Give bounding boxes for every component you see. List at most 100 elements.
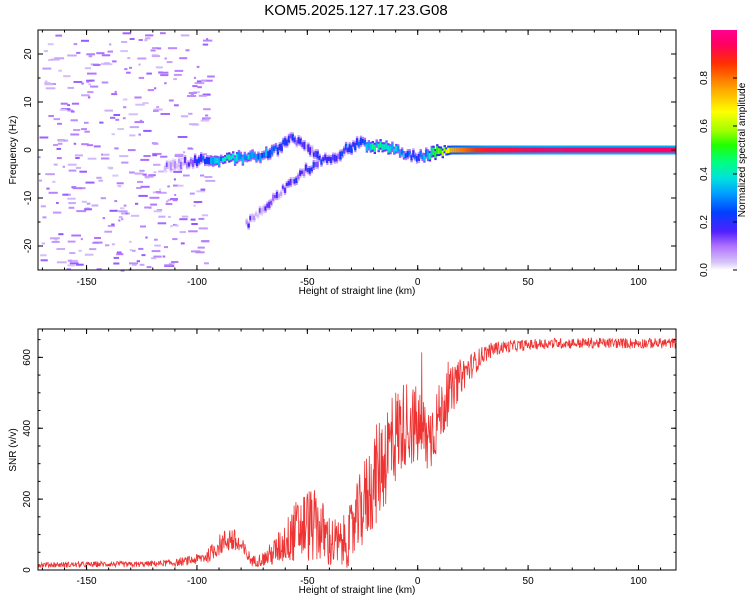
noise-cell	[200, 188, 206, 191]
noise-cell	[140, 185, 150, 188]
noise-cell	[129, 134, 136, 137]
noise-cell	[87, 91, 94, 94]
ridge-cell	[574, 147, 577, 153]
noise-cell	[110, 116, 116, 119]
noise-cell	[160, 113, 171, 115]
noise-cell	[138, 63, 141, 66]
ridge-cell	[330, 157, 333, 163]
ridge-cell	[590, 147, 593, 153]
ridge-cell	[322, 157, 325, 162]
ridge-cell	[480, 147, 483, 153]
ridge-cell	[276, 147, 280, 155]
ridge-cell	[189, 158, 193, 165]
noise-cell	[170, 225, 173, 228]
noise-cell	[137, 180, 143, 183]
secondary-branch-cell	[270, 200, 273, 205]
noise-cell	[53, 144, 58, 146]
noise-cell	[188, 230, 198, 233]
noise-cell	[145, 176, 150, 179]
ridge-cell	[552, 147, 555, 153]
noise-cell	[67, 240, 76, 243]
ridge-cell	[474, 147, 477, 153]
noise-cell	[132, 263, 137, 266]
x-tick-label: -50	[300, 277, 315, 288]
ridge-cell	[568, 147, 571, 153]
ridge-cell	[367, 142, 371, 149]
noise-cell	[85, 181, 95, 184]
noise-cell	[167, 47, 178, 50]
ridge-cell	[389, 146, 392, 153]
noise-cell	[100, 62, 106, 65]
ridge-cell	[566, 147, 569, 153]
noise-cell	[152, 191, 157, 194]
noise-cell	[168, 215, 171, 218]
noise-cell	[146, 266, 152, 269]
ridge-cell	[439, 148, 443, 154]
noise-cell	[123, 106, 127, 109]
ridge-cell	[516, 147, 519, 153]
ridge-cell	[586, 147, 589, 153]
noise-cell	[56, 147, 62, 150]
ridge-cell	[381, 144, 384, 151]
noise-cell	[120, 207, 125, 210]
noise-cell	[129, 262, 138, 265]
noise-cell	[140, 158, 150, 161]
ridge-cell	[530, 147, 533, 153]
noise-cell	[142, 102, 149, 105]
secondary-branch-cell	[312, 161, 315, 169]
ridge-cell	[510, 147, 513, 153]
noise-cell	[86, 144, 94, 147]
noise-cell	[158, 215, 166, 218]
noise-cell	[121, 218, 124, 221]
noise-cell	[113, 114, 121, 116]
noise-cell	[69, 262, 79, 265]
noise-cell	[74, 154, 83, 157]
ridge-cell	[618, 147, 621, 153]
noise-cell	[205, 179, 216, 182]
secondary-branch-cell	[256, 213, 260, 218]
noise-cell	[42, 216, 47, 219]
ridge-cell	[458, 147, 461, 153]
noise-cell	[112, 60, 117, 63]
ridge-cell	[269, 149, 272, 158]
noise-cell	[183, 174, 190, 177]
ridge-cell	[371, 143, 374, 150]
noise-cell	[171, 261, 179, 263]
noise-cell	[129, 171, 135, 174]
ridge-cell	[576, 147, 579, 153]
ridge-cell	[239, 153, 243, 160]
ridge-cell	[318, 155, 321, 160]
ridge-cell	[173, 161, 177, 169]
noise-cell	[173, 73, 182, 76]
noise-cell	[152, 152, 162, 155]
ridge-cell	[320, 159, 323, 165]
noise-cell	[84, 121, 89, 124]
noise-cell	[164, 57, 167, 60]
y-tick-label: -20	[23, 238, 34, 253]
noise-cell	[105, 244, 110, 247]
noise-cell	[124, 68, 128, 71]
secondary-branch-cell	[251, 214, 254, 221]
noise-cell	[116, 182, 124, 185]
ridge-cell	[379, 141, 382, 148]
secondary-branch-cell	[283, 187, 287, 193]
ridge-cell	[387, 145, 390, 153]
noise-cell	[172, 238, 178, 241]
noise-cell	[156, 106, 160, 108]
noise-cell	[71, 102, 80, 105]
noise-cell	[136, 260, 140, 263]
ridge-cell	[274, 144, 278, 149]
noise-cell	[99, 121, 104, 124]
noise-cell	[52, 211, 62, 214]
ridge-cell	[478, 147, 481, 153]
ridge-cell	[272, 146, 276, 152]
noise-cell	[167, 185, 170, 188]
noise-cell	[96, 176, 102, 179]
ridge-cell	[662, 147, 665, 153]
ridge-cell	[181, 161, 185, 166]
ridge-cell	[259, 155, 262, 162]
noise-cell	[70, 133, 80, 136]
ridge-cell	[375, 141, 378, 146]
noise-cell	[109, 43, 112, 46]
ridge-cell	[191, 159, 195, 167]
